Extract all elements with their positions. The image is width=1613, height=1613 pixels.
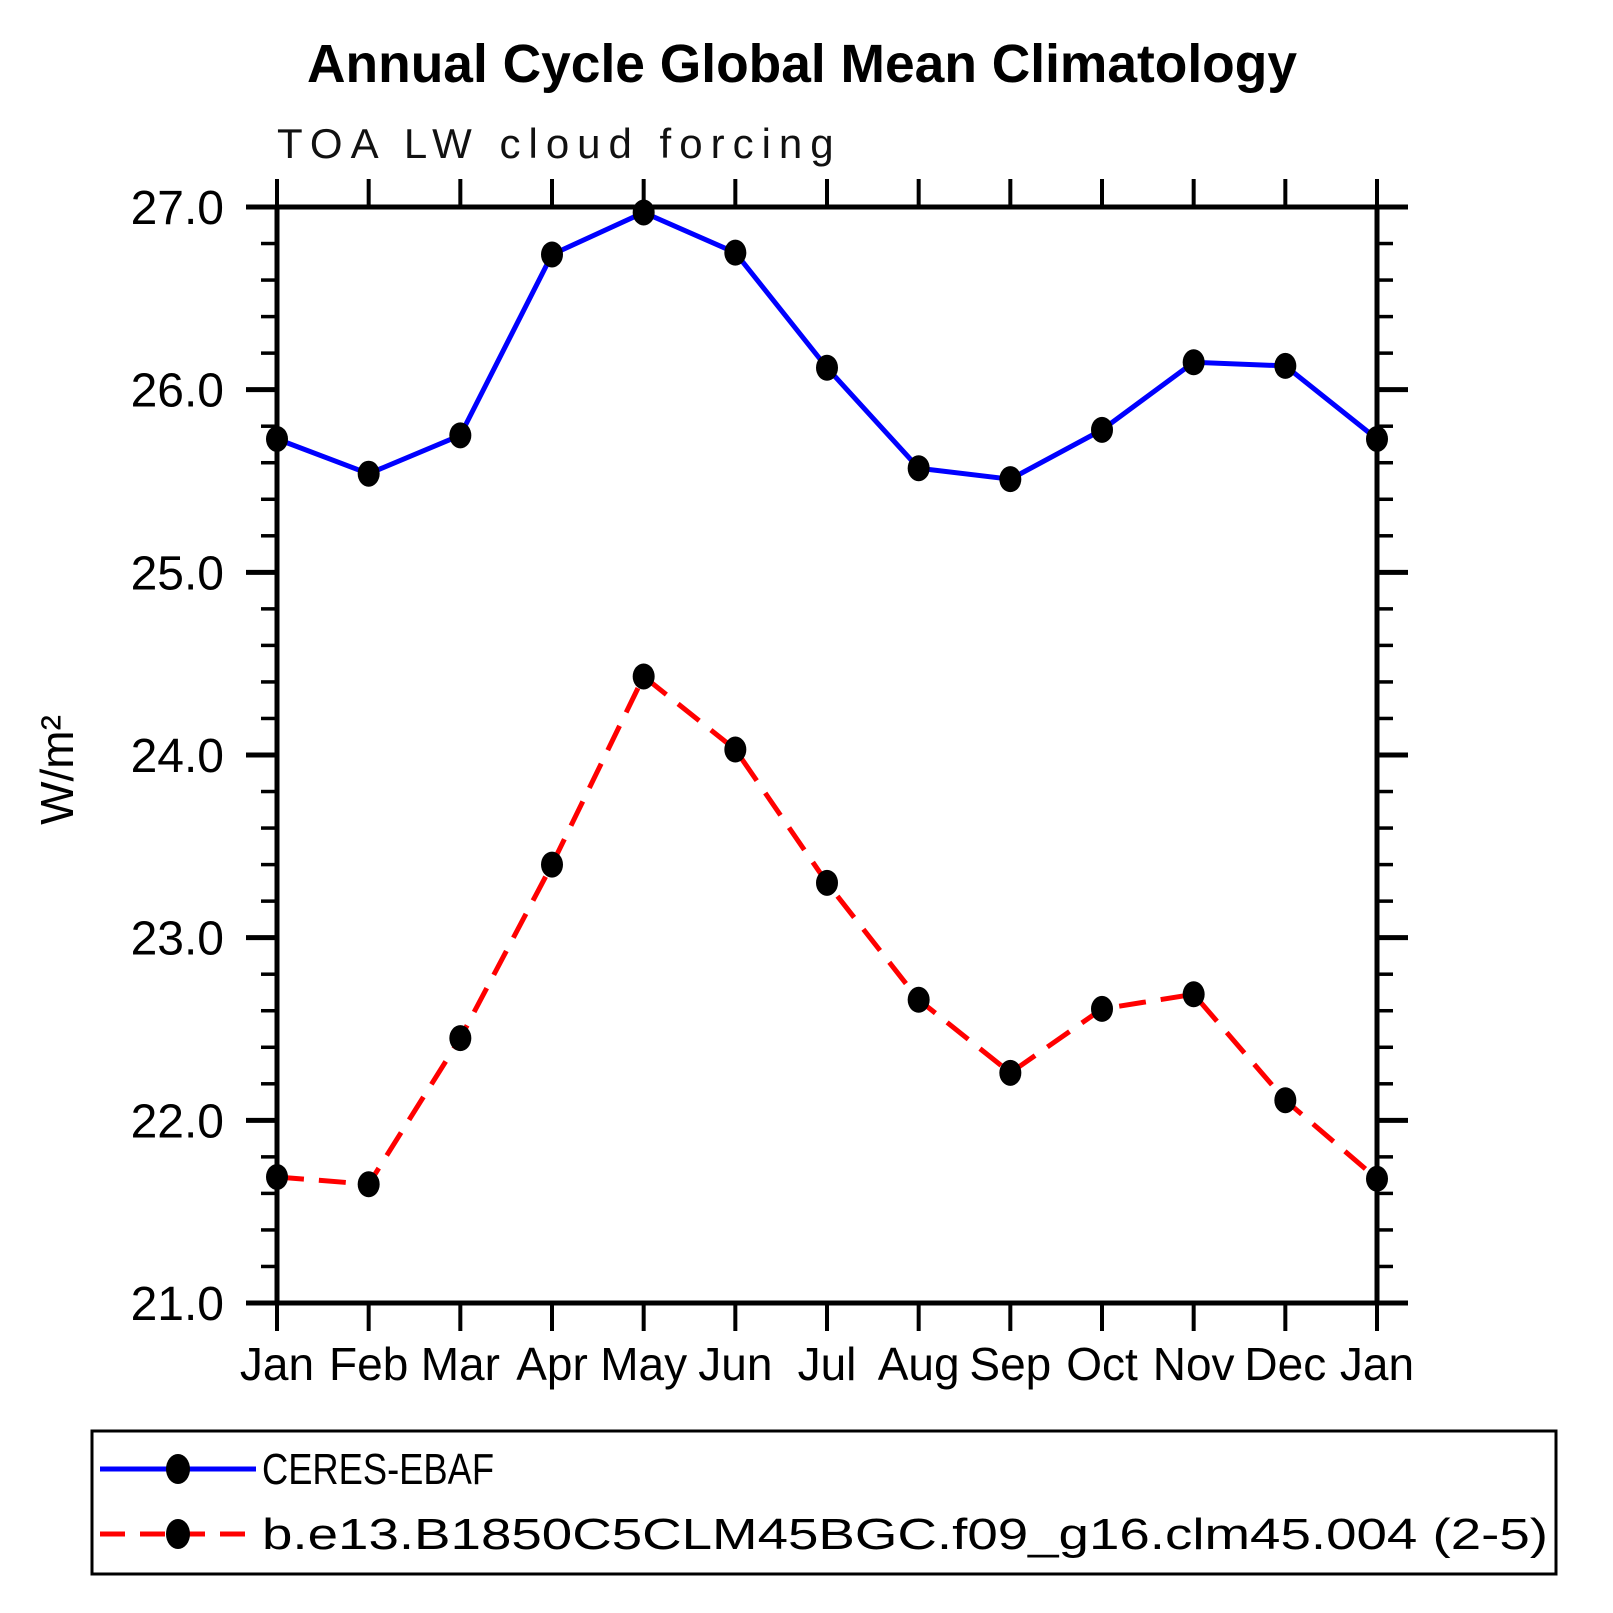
series-marker-0: [1091, 416, 1113, 443]
data-series: [266, 199, 1388, 1198]
x-tick-label: May: [600, 1338, 687, 1390]
series-marker-1: [1182, 981, 1205, 1008]
x-tick-label: Oct: [1066, 1338, 1138, 1390]
series-marker-1: [1274, 1087, 1297, 1114]
series-marker-1: [266, 1163, 288, 1190]
series-marker-0: [1182, 349, 1205, 376]
chart-subtitle: TOA LW cloud forcing: [277, 120, 842, 167]
series-marker-0: [266, 425, 288, 452]
x-tick-label: Dec: [1244, 1338, 1326, 1390]
y-tick-label: 22.0: [131, 1095, 224, 1148]
series-marker-1: [907, 986, 930, 1013]
axes: [246, 179, 1408, 1331]
series-marker-0: [449, 422, 472, 449]
y-tick-label: 23.0: [131, 913, 224, 966]
series-marker-1: [449, 1025, 472, 1052]
series-marker-1: [1366, 1165, 1388, 1192]
series-marker-1: [541, 851, 563, 878]
x-tick-label: Mar: [421, 1338, 500, 1390]
x-tick-label: Apr: [516, 1338, 588, 1390]
x-tick-label: Jan: [240, 1338, 314, 1390]
series-marker-0: [907, 455, 930, 482]
chart-title: Annual Cycle Global Mean Climatology: [307, 34, 1297, 94]
series-marker-1: [357, 1171, 380, 1198]
series-marker-0: [724, 239, 747, 266]
x-tick-label: Feb: [329, 1338, 408, 1390]
series-marker-1: [724, 736, 747, 763]
series-marker-1: [816, 869, 838, 896]
series-marker-0: [816, 354, 838, 381]
legend: CERES-EBAF b.e13.B1850C5CLM45BGC.f09_g16.…: [90, 1429, 1558, 1576]
series-marker-1: [999, 1059, 1022, 1086]
axis-tick-labels: 21.0 22.0 23.0 24.0 25.0 26.0 27.0 Jan Feb Mar Apr…: [131, 182, 1415, 1390]
y-axis-label: W/m²: [31, 715, 83, 825]
series-marker-1: [1091, 995, 1113, 1022]
series-marker-0: [999, 466, 1022, 493]
x-tick-label: Jan: [1340, 1338, 1414, 1390]
x-tick-label: Jul: [798, 1338, 857, 1390]
series-marker-0: [541, 241, 563, 268]
y-tick-label: 21.0: [131, 1278, 224, 1331]
series-line-1: [276, 672, 1379, 1187]
legend-box: [90, 1429, 1558, 1576]
x-tick-label: Jun: [698, 1338, 772, 1390]
y-tick-label: 24.0: [131, 730, 224, 783]
series-marker-0: [1274, 352, 1297, 379]
series-marker-0: [1366, 425, 1388, 452]
series-marker-1: [632, 663, 655, 690]
x-tick-label: Nov: [1153, 1338, 1235, 1390]
y-tick-label: 27.0: [131, 182, 224, 235]
y-tick-label: 25.0: [131, 547, 224, 600]
x-tick-label: Sep: [969, 1338, 1051, 1390]
x-tick-label: Aug: [878, 1338, 960, 1390]
legend-label-0: CERES-EBAF: [262, 1445, 494, 1494]
series-marker-0: [357, 460, 380, 487]
y-tick-label: 26.0: [131, 365, 224, 418]
series-marker-0: [632, 199, 655, 226]
legend-swatch-marker-1: [166, 1519, 190, 1549]
legend-label-1: b.e13.B1850C5CLM45BGC.f09_g16.clm45.004 …: [262, 1510, 1548, 1559]
legend-swatch-marker-0: [166, 1454, 190, 1484]
series-line-0: [276, 209, 1379, 482]
